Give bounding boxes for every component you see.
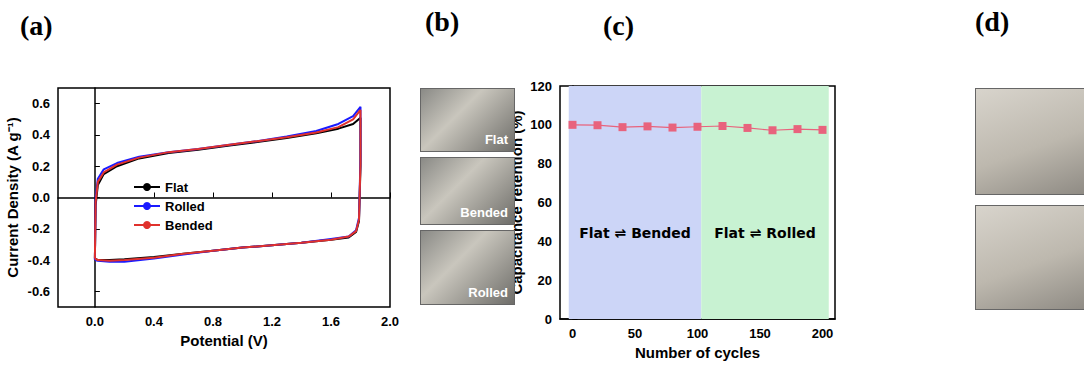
svg-text:Potential (V): Potential (V) — [180, 332, 268, 349]
html-text:Flat: Flat — [484, 132, 508, 147]
svg-text:120: 120 — [530, 79, 552, 94]
svg-text:50: 50 — [628, 326, 642, 341]
svg-text:200: 200 — [812, 326, 834, 341]
svg-text:100: 100 — [530, 117, 552, 132]
html-text:Bended: Bended — [460, 205, 508, 220]
svg-text:Number of cycles: Number of cycles — [635, 344, 760, 361]
svg-text:80: 80 — [538, 156, 552, 171]
svg-text:2.0: 2.0 — [381, 314, 399, 329]
svg-text:-0.2: -0.2 — [28, 221, 50, 236]
svg-text:40: 40 — [538, 234, 552, 249]
html-text:(b): (b) — [425, 6, 460, 37]
svg-text:0: 0 — [569, 326, 576, 341]
svg-text:0.0: 0.0 — [86, 314, 104, 329]
html-text:(d): (d) — [975, 6, 1010, 37]
svg-text:Flat ⇌ Rolled: Flat ⇌ Rolled — [714, 225, 816, 241]
svg-text:-0.6: -0.6 — [28, 284, 50, 299]
svg-text:Capacitance retention (%): Capacitance retention (%) — [508, 110, 525, 295]
svg-text:60: 60 — [538, 195, 552, 210]
html-text:Rolled: Rolled — [468, 285, 508, 300]
svg-text:Bended: Bended — [165, 218, 213, 233]
svg-text:0.0: 0.0 — [32, 190, 50, 205]
svg-text:20: 20 — [538, 273, 552, 288]
svg-text:1.6: 1.6 — [322, 314, 340, 329]
svg-text:(c): (c) — [603, 10, 634, 41]
svg-text:Flat: Flat — [165, 180, 189, 195]
svg-text:1.2: 1.2 — [263, 314, 281, 329]
svg-text:0.4: 0.4 — [32, 127, 51, 142]
svg-text:Rolled: Rolled — [165, 199, 205, 214]
svg-text:(a): (a) — [20, 10, 53, 41]
svg-text:0: 0 — [545, 312, 552, 327]
svg-text:Current Density (A g⁻¹): Current Density (A g⁻¹) — [4, 117, 21, 277]
svg-text:Flat ⇌ Bended: Flat ⇌ Bended — [579, 225, 691, 241]
svg-text:0.4: 0.4 — [145, 314, 164, 329]
svg-text:-0.4: -0.4 — [28, 253, 51, 268]
svg-text:150: 150 — [749, 326, 771, 341]
svg-text:100: 100 — [687, 326, 709, 341]
svg-text:0.8: 0.8 — [204, 314, 222, 329]
svg-text:0.6: 0.6 — [32, 96, 50, 111]
svg-text:0.2: 0.2 — [32, 159, 50, 174]
